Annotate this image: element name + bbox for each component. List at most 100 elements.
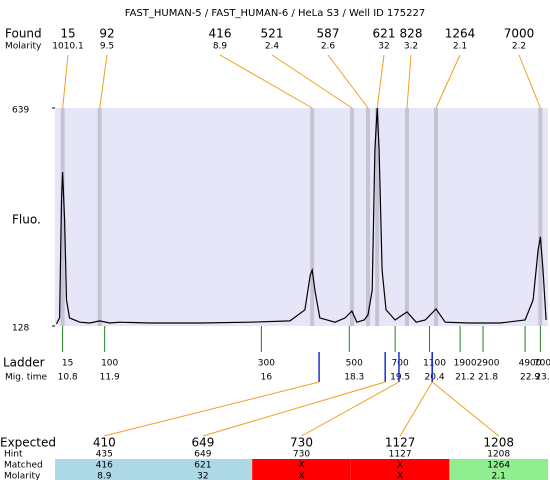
expected-value: 1127 xyxy=(385,436,416,450)
expected-connector xyxy=(431,381,500,437)
found-molarity: 2.4 xyxy=(265,42,280,52)
found-connector xyxy=(327,54,369,109)
found-molarity: 2.1 xyxy=(453,42,467,52)
found-molarity: 1010.1 xyxy=(52,42,84,52)
ladder-time: 19.5 xyxy=(390,373,410,383)
match-cell xyxy=(350,459,450,480)
peak-band xyxy=(97,108,102,326)
matched-value: X xyxy=(397,461,403,471)
ladder-size: 300 xyxy=(258,359,275,369)
expected-connector xyxy=(104,381,320,437)
found-size: 416 xyxy=(209,27,232,41)
peak-band xyxy=(434,108,439,326)
trace xyxy=(55,107,547,325)
ladder-size: 1900 xyxy=(454,359,477,369)
row-label: Expected xyxy=(0,436,56,450)
found-size: 621 xyxy=(373,27,396,41)
ladder-time: 23.3 xyxy=(535,373,550,383)
y-axis-label: Fluo. xyxy=(12,213,41,227)
found-size: 7000 xyxy=(504,27,535,41)
ladder-time: 21.2 xyxy=(455,373,475,383)
ladder-size: 7000 xyxy=(534,359,550,369)
found-connector xyxy=(435,54,461,109)
expected-value: 410 xyxy=(93,436,116,450)
expected-connector xyxy=(399,381,433,437)
ladder-time: 11.9 xyxy=(100,373,120,383)
ladder-size: 15 xyxy=(62,359,73,369)
molarity-value: X xyxy=(397,472,403,480)
peak-band xyxy=(349,108,354,326)
ladder-time: 22.9 xyxy=(520,373,540,383)
hint-value: 730 xyxy=(293,450,310,460)
found-molarity: 2.2 xyxy=(512,42,526,52)
ladder-sublabel: Mig. time xyxy=(5,373,47,383)
found-size: 587 xyxy=(317,27,340,41)
ladder-time: 16 xyxy=(261,373,273,383)
found-size: 92 xyxy=(99,27,114,41)
found-size: 1264 xyxy=(445,27,476,41)
match-cell xyxy=(153,459,253,480)
match-cell xyxy=(55,459,154,480)
molarity-value: 32 xyxy=(197,472,208,480)
ladder-time: 21.8 xyxy=(478,373,498,383)
ladder-size: 100 xyxy=(101,359,118,369)
hint-value: 649 xyxy=(194,450,211,460)
found-molarity: 2.6 xyxy=(321,42,336,52)
plot-area xyxy=(55,108,548,326)
expected-value: 649 xyxy=(191,436,214,450)
expected-connector xyxy=(202,381,386,437)
match-cell xyxy=(449,459,548,480)
molarity-value: 8.9 xyxy=(97,472,112,480)
ladder-size: 1100 xyxy=(423,359,446,369)
found-size: 521 xyxy=(261,27,284,41)
ladder-label: Ladder xyxy=(3,356,45,370)
matched-value: 621 xyxy=(194,461,211,471)
match-cell xyxy=(252,459,351,480)
ladder-time: 20.4 xyxy=(425,373,445,383)
matched-value: 416 xyxy=(96,461,113,471)
found-label: Found xyxy=(5,27,42,41)
row-label: Hint xyxy=(4,450,23,460)
found-connector xyxy=(376,54,385,109)
found-connector xyxy=(99,54,108,109)
hint-value: 1127 xyxy=(389,450,412,460)
y-tick-label: 639 xyxy=(12,106,29,116)
row-label: Molarity xyxy=(4,472,41,480)
found-connector xyxy=(219,54,313,109)
hint-value: 435 xyxy=(96,450,113,460)
row-label: Matched xyxy=(4,461,43,471)
found-molarity: 32 xyxy=(378,42,389,52)
found-molarity: 9.5 xyxy=(100,42,114,52)
ladder-time: 10.8 xyxy=(58,373,78,383)
matched-value: 1264 xyxy=(487,461,510,471)
found-sublabel: Molarity xyxy=(5,42,42,52)
peak-band xyxy=(538,108,543,326)
found-size: 828 xyxy=(400,27,423,41)
expected-connector xyxy=(301,381,400,437)
peak-band xyxy=(60,108,65,326)
peak-band xyxy=(404,108,409,326)
found-molarity: 3.2 xyxy=(404,42,418,52)
chart-title: FAST_HUMAN-5 / FAST_HUMAN-6 / HeLa S3 / … xyxy=(125,8,425,19)
ladder-size: 4900 xyxy=(519,359,542,369)
expected-value: 730 xyxy=(290,436,313,450)
molarity-value: 2.1 xyxy=(492,472,506,480)
y-tick-label: 128 xyxy=(12,324,29,334)
found-molarity: 8.9 xyxy=(213,42,228,52)
expected-value: 1208 xyxy=(483,436,514,450)
found-connector xyxy=(271,54,353,109)
ladder-size: 700 xyxy=(392,359,409,369)
found-connector xyxy=(518,54,541,109)
found-connector xyxy=(406,54,412,109)
matched-value: X xyxy=(298,461,304,471)
ladder-size: 2900 xyxy=(477,359,500,369)
ladder-time: 18.3 xyxy=(344,373,364,383)
peak-band xyxy=(375,108,380,326)
peak-band xyxy=(310,108,315,326)
found-size: 15 xyxy=(60,27,75,41)
molarity-value: X xyxy=(298,472,304,480)
peak-band xyxy=(365,108,370,326)
ladder-size: 500 xyxy=(346,359,363,369)
found-connector xyxy=(62,54,69,109)
